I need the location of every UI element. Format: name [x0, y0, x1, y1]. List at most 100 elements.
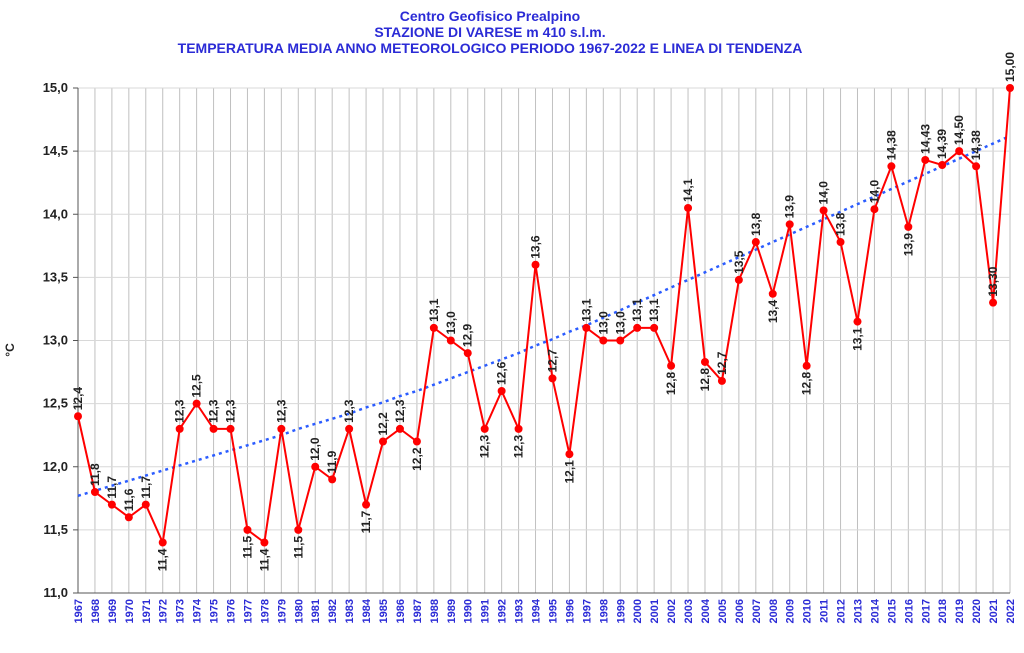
data-label: 13,5: [732, 250, 746, 274]
data-label: 12,2: [410, 447, 424, 471]
data-label: 13,8: [834, 212, 848, 236]
data-label: 14,38: [969, 130, 983, 160]
data-point: [328, 475, 337, 484]
data-label: 11,4: [156, 548, 170, 571]
x-tick-label: 2017: [920, 599, 932, 623]
x-tick-label: 2012: [836, 599, 848, 623]
data-point: [667, 361, 676, 370]
y-tick-label: 14,5: [43, 143, 68, 158]
data-label: 12,0: [308, 437, 322, 461]
data-label: 11,5: [240, 536, 254, 559]
data-label: 12,8: [800, 371, 814, 395]
x-tick-label: 1998: [598, 599, 610, 623]
x-tick-label: 2011: [819, 599, 831, 623]
x-tick-label: 1997: [581, 599, 593, 623]
data-point: [650, 323, 659, 332]
data-point: [904, 222, 913, 231]
data-point: [887, 162, 896, 171]
data-point: [548, 374, 557, 383]
x-tick-label: 1972: [158, 599, 170, 623]
data-label: 13,0: [596, 311, 610, 335]
data-label: 13,1: [579, 298, 593, 322]
data-point: [260, 538, 269, 547]
y-axis-label: °C: [3, 343, 17, 357]
data-point: [480, 424, 489, 433]
data-label: 12,9: [461, 323, 475, 347]
data-point: [209, 424, 218, 433]
x-tick-label: 1973: [175, 599, 187, 623]
x-tick-label: 2014: [869, 598, 881, 623]
temperature-series-line: [77, 87, 1011, 547]
x-tick-label: 2004: [700, 598, 712, 623]
data-point: [141, 500, 150, 509]
data-label: 11,7: [359, 510, 373, 533]
x-tick-label: 1989: [446, 599, 458, 623]
y-tick-label: 12,5: [43, 396, 68, 411]
data-label: 12,8: [664, 371, 678, 395]
x-tick-label: 1983: [344, 599, 356, 623]
data-label: 11,9: [325, 450, 339, 473]
data-label: 14,50: [952, 115, 966, 145]
data-point: [768, 289, 777, 298]
x-tick-label: 1993: [514, 599, 526, 623]
data-point: [684, 203, 693, 212]
x-tick-label: 2010: [802, 599, 814, 623]
x-tick-label: 1991: [480, 599, 492, 623]
data-label: 12,4: [71, 387, 85, 411]
y-tick-label: 12,0: [43, 459, 68, 474]
data-label: 13,8: [749, 212, 763, 236]
x-tick-label: 1995: [547, 599, 559, 623]
data-label: 12,1: [562, 460, 576, 484]
data-label: 13,9: [783, 195, 797, 219]
data-label: 12,3: [342, 399, 356, 423]
data-point: [989, 298, 998, 307]
y-tick-label: 11,5: [43, 522, 68, 537]
x-tick-label: 1974: [192, 598, 204, 623]
data-point: [955, 147, 964, 156]
data-point: [175, 424, 184, 433]
x-tick-label: 2020: [971, 599, 983, 623]
data-point: [107, 500, 116, 509]
data-label: 15,00: [1003, 52, 1017, 82]
data-label: 11,6: [122, 488, 136, 511]
data-point: [599, 336, 608, 345]
data-label: 13,0: [444, 311, 458, 335]
x-tick-label: 1980: [293, 599, 305, 623]
x-tick-label: 1969: [107, 599, 119, 623]
data-point: [717, 376, 726, 385]
data-point: [158, 538, 167, 547]
data-point: [836, 238, 845, 247]
data-point: [616, 336, 625, 345]
x-tick-label: 2018: [937, 599, 949, 623]
y-tick-label: 11,0: [43, 585, 68, 600]
data-label: 13,1: [850, 327, 864, 351]
data-label: 14,39: [935, 129, 949, 159]
data-label: 12,5: [190, 374, 204, 398]
data-label: 13,1: [630, 298, 644, 322]
data-label: 14,38: [884, 130, 898, 160]
data-label: 12,3: [478, 435, 492, 459]
data-point: [277, 424, 286, 433]
data-point: [751, 238, 760, 247]
data-label: 12,3: [207, 399, 221, 423]
x-tick-label: 1982: [327, 599, 339, 623]
x-tick-label: 1986: [395, 599, 407, 623]
x-tick-label: 1984: [361, 598, 373, 623]
data-point: [446, 336, 455, 345]
data-label: 14,0: [867, 180, 881, 204]
data-point: [938, 161, 947, 170]
data-label: 12,3: [173, 399, 187, 423]
data-point: [633, 323, 642, 332]
data-label: 12,8: [698, 368, 712, 392]
x-tick-label: 2007: [751, 599, 763, 623]
x-tick-label: 1996: [564, 599, 576, 623]
data-point: [412, 437, 421, 446]
x-tick-label: 2002: [666, 599, 678, 623]
x-tick-label: 1985: [378, 599, 390, 623]
data-label: 13,6: [529, 235, 543, 259]
data-point: [74, 412, 82, 421]
data-point: [785, 220, 794, 229]
data-point: [379, 437, 388, 446]
data-point: [531, 260, 540, 269]
data-label: 14,43: [918, 124, 932, 154]
